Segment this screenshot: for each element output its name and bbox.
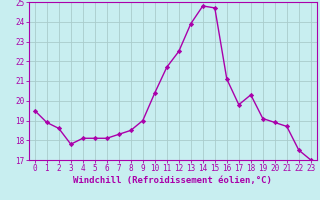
X-axis label: Windchill (Refroidissement éolien,°C): Windchill (Refroidissement éolien,°C) <box>73 176 272 185</box>
